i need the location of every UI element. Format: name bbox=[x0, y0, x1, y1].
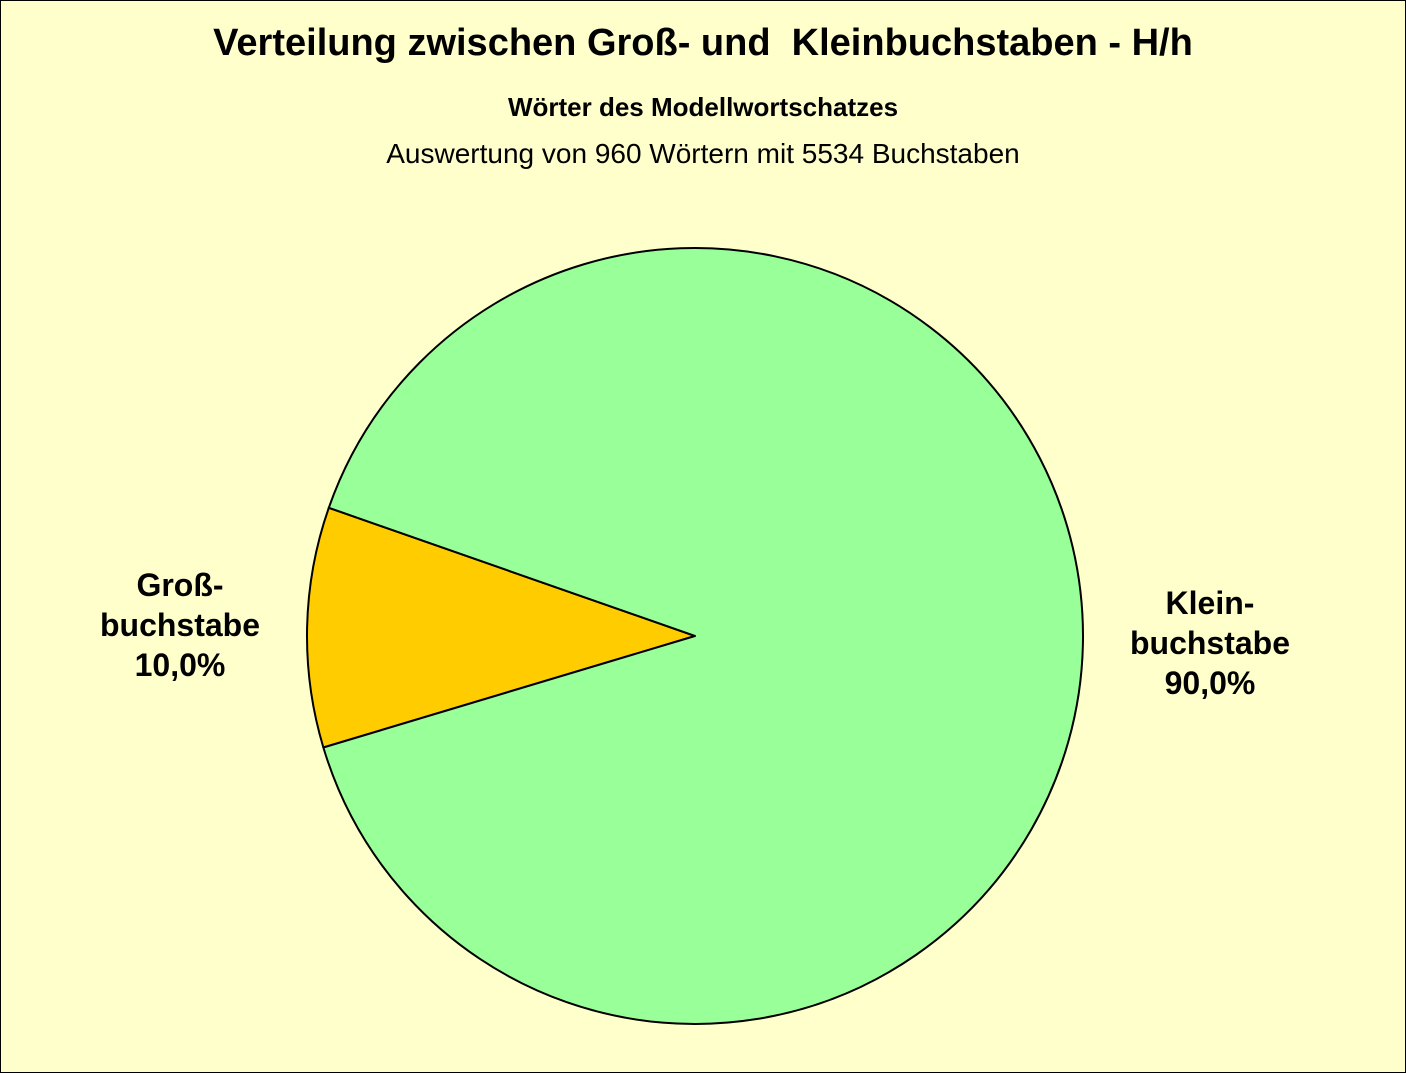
slice-label-line: buchstabe bbox=[99, 607, 261, 643]
chart-note: Auswertung von 960 Wörtern mit 5534 Buch… bbox=[386, 138, 1020, 169]
pie-slice-1 bbox=[322, 247, 1084, 1025]
slice-value-label: 90,0% bbox=[1164, 665, 1256, 701]
chart-subtitle: Wörter des Modellwortschatzes bbox=[507, 92, 899, 122]
slice-label-line: Groß- bbox=[136, 567, 224, 603]
slice-label-gross: Groß- buchstabe 10,0% bbox=[70, 565, 290, 685]
pie-slice-0 bbox=[306, 506, 696, 749]
slice-label-line: buchstabe bbox=[1129, 625, 1291, 661]
slice-label-klein: Klein- buchstabe 90,0% bbox=[1100, 583, 1320, 703]
slice-label-line: Klein- bbox=[1165, 585, 1255, 621]
chart-title: Verteilung zwischen Groß- und Kleinbuchs… bbox=[213, 22, 1193, 64]
slice-value-label: 10,0% bbox=[134, 647, 226, 683]
